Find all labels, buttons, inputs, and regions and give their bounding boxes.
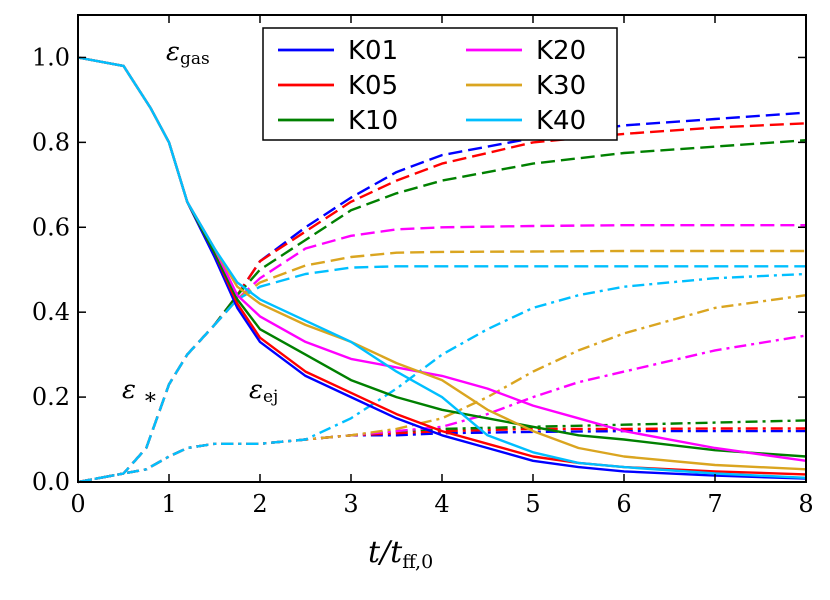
series-line-k40-gas <box>77 56 807 479</box>
x-tick-label: 1 <box>161 490 176 518</box>
legend-label-k05: K05 <box>348 71 398 101</box>
series-line-k30-star <box>77 249 806 484</box>
x-tick-label: 7 <box>707 490 722 518</box>
legend-label-k40: K40 <box>536 106 586 136</box>
y-tick-label: 0.6 <box>32 213 70 241</box>
y-tick-label: 0.0 <box>32 468 70 496</box>
x-tick-label: 4 <box>434 490 449 518</box>
y-tick-label: 0.2 <box>32 383 70 411</box>
legend: K01 K05 K10 K20 K30 K40 <box>262 27 618 141</box>
x-tick-label: 2 <box>252 490 267 518</box>
legend-label-k30: K30 <box>536 71 586 101</box>
y-tick-label: 0.4 <box>32 298 70 326</box>
x-tick-label: 3 <box>343 490 358 518</box>
legend-label-k10: K10 <box>348 106 398 136</box>
x-tick-label: 5 <box>525 490 540 518</box>
ticks-layer: 0 1 2 3 4 5 6 7 8 0.0 0.2 0.4 0.6 0.8 1.0 <box>32 15 814 518</box>
series-line-k10-star <box>77 139 807 484</box>
x-axis-label: t/tff,0 <box>368 535 433 573</box>
series-line-k40-ej <box>77 272 807 484</box>
series-line-k40-star <box>77 265 806 484</box>
legend-label-k01: K01 <box>348 36 398 66</box>
series-line-k01-star <box>77 111 807 484</box>
y-tick-label: 1.0 <box>32 43 70 71</box>
x-tick-label: 6 <box>616 490 631 518</box>
x-tick-label: 0 <box>70 490 85 518</box>
annotation-gas: εgas <box>166 37 210 69</box>
x-tick-label: 8 <box>798 490 813 518</box>
y-tick-label: 0.8 <box>32 128 70 156</box>
annotation-ej: εej <box>249 375 278 407</box>
annotation-star: ε ∗ <box>122 375 158 410</box>
series-line-k30-ej <box>77 294 807 484</box>
legend-label-k20: K20 <box>536 36 586 66</box>
